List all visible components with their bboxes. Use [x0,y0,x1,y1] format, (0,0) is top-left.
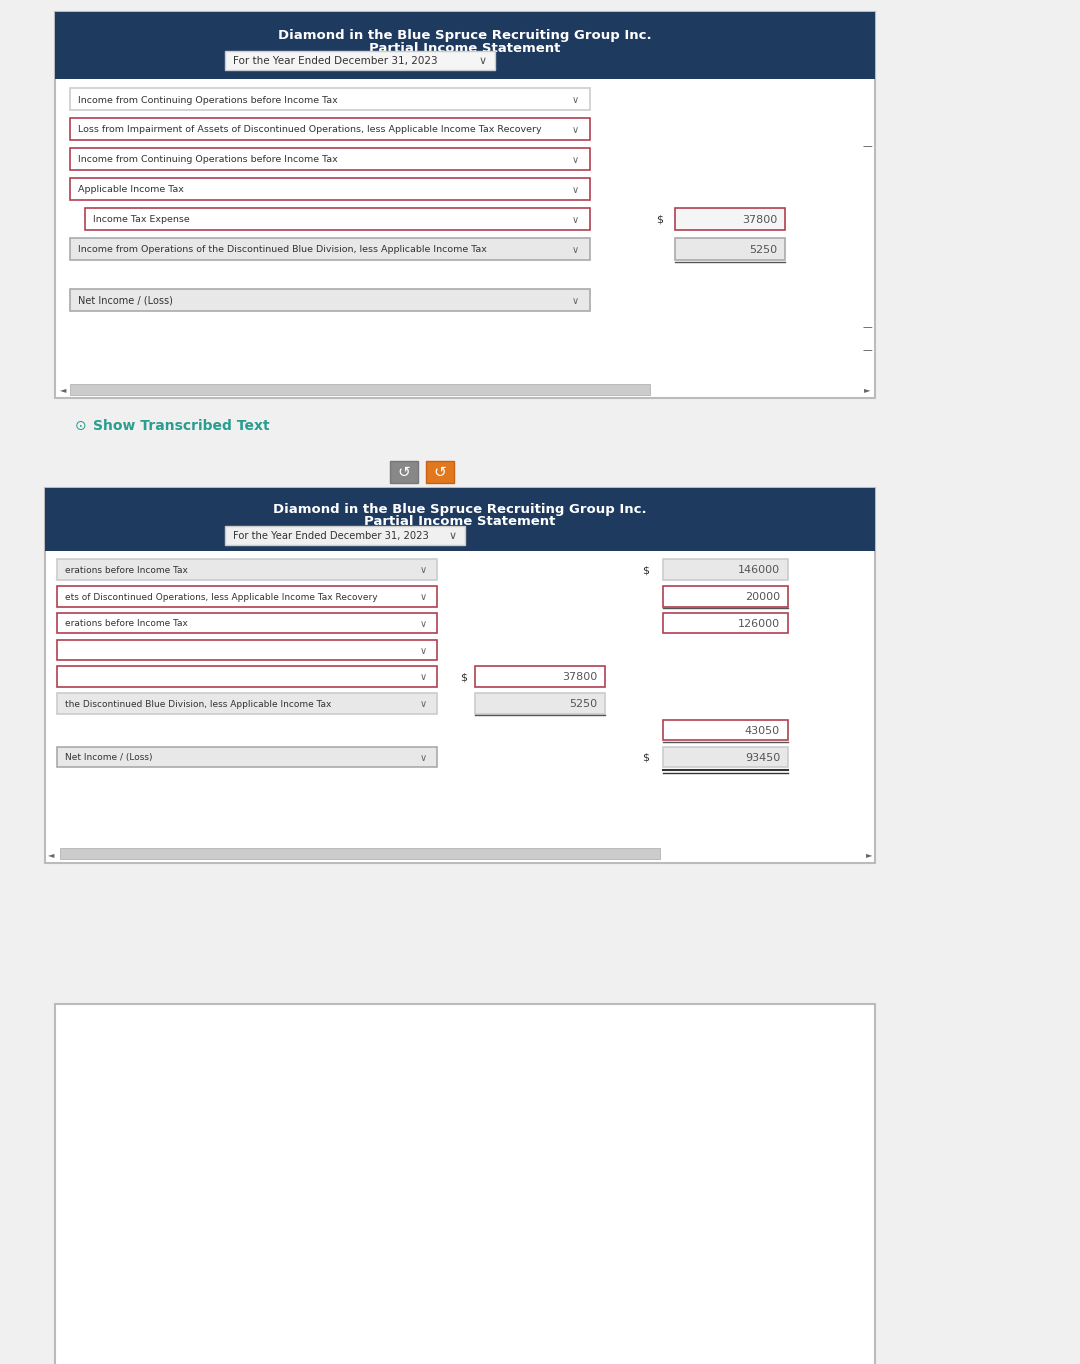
FancyBboxPatch shape [426,461,454,483]
FancyBboxPatch shape [55,12,875,79]
Text: ∨: ∨ [571,125,579,135]
Text: Diamond in the Blue Spruce Recruiting Group Inc.: Diamond in the Blue Spruce Recruiting Gr… [279,29,652,42]
FancyBboxPatch shape [70,289,590,311]
Text: Partial Income Statement: Partial Income Statement [364,516,556,528]
FancyBboxPatch shape [70,179,590,201]
Text: ►: ► [864,386,870,394]
Text: For the Year Ended December 31, 2023: For the Year Ended December 31, 2023 [233,56,437,67]
FancyBboxPatch shape [57,559,437,580]
Text: ◄: ◄ [59,386,66,394]
Text: $: $ [656,214,663,225]
FancyBboxPatch shape [85,207,590,231]
FancyBboxPatch shape [55,1004,875,1364]
Text: $: $ [460,672,467,682]
Text: For the Year Ended December 31, 2023: For the Year Ended December 31, 2023 [233,532,429,542]
Text: ↺: ↺ [434,465,446,480]
Text: ∨: ∨ [419,672,427,682]
FancyBboxPatch shape [70,383,650,394]
Text: —: — [862,140,872,151]
FancyBboxPatch shape [225,52,495,70]
Text: Income from Operations of the Discontinued Blue Division, less Applicable Income: Income from Operations of the Discontinu… [78,246,487,254]
FancyBboxPatch shape [55,12,875,398]
FancyBboxPatch shape [663,587,788,607]
FancyBboxPatch shape [390,461,418,483]
Text: —: — [862,322,872,331]
FancyBboxPatch shape [45,488,875,862]
Text: $: $ [642,753,649,762]
Text: Show Transcribed Text: Show Transcribed Text [93,419,270,434]
Text: Diamond in the Blue Spruce Recruiting Group Inc.: Diamond in the Blue Spruce Recruiting Gr… [273,502,647,516]
FancyBboxPatch shape [57,587,437,607]
Text: ∨: ∨ [571,95,579,105]
Text: ∨: ∨ [419,753,427,762]
FancyBboxPatch shape [70,149,590,170]
FancyBboxPatch shape [57,746,437,768]
Text: erations before Income Tax: erations before Income Tax [65,619,188,629]
Text: the Discontinued Blue Division, less Applicable Income Tax: the Discontinued Blue Division, less App… [65,700,332,709]
Text: ↺: ↺ [397,465,410,480]
Text: ∨: ∨ [478,56,487,67]
FancyBboxPatch shape [663,720,788,741]
Text: ∨: ∨ [571,296,579,306]
Text: $: $ [642,565,649,576]
Text: Net Income / (Loss): Net Income / (Loss) [65,753,152,762]
Text: Loss from Impairment of Assets of Discontinued Operations, less Applicable Incom: Loss from Impairment of Assets of Discon… [78,125,542,135]
FancyBboxPatch shape [475,693,605,713]
Text: ⊙: ⊙ [75,419,86,434]
Text: ∨: ∨ [419,565,427,576]
Text: 20000: 20000 [745,592,780,602]
Text: ∨: ∨ [419,700,427,709]
FancyBboxPatch shape [45,488,875,551]
FancyBboxPatch shape [663,559,788,580]
Text: 5250: 5250 [569,700,597,709]
Text: Income from Continuing Operations before Income Tax: Income from Continuing Operations before… [78,95,338,105]
Text: ◄: ◄ [48,850,54,859]
Text: ∨: ∨ [571,186,579,195]
FancyBboxPatch shape [57,612,437,633]
Text: 43050: 43050 [745,726,780,737]
Text: 126000: 126000 [738,619,780,629]
Text: 146000: 146000 [738,565,780,576]
Text: —: — [862,345,872,356]
Text: 37800: 37800 [562,672,597,682]
FancyBboxPatch shape [225,527,465,546]
FancyBboxPatch shape [57,693,437,713]
Text: ets of Discontinued Operations, less Applicable Income Tax Recovery: ets of Discontinued Operations, less App… [65,592,378,602]
Text: ∨: ∨ [571,244,579,255]
FancyBboxPatch shape [60,848,660,859]
FancyBboxPatch shape [675,237,785,261]
Text: 5250: 5250 [748,244,777,255]
Text: Income from Continuing Operations before Income Tax: Income from Continuing Operations before… [78,155,338,165]
Text: Net Income / (Loss): Net Income / (Loss) [78,296,173,306]
Text: Applicable Income Tax: Applicable Income Tax [78,186,184,194]
FancyBboxPatch shape [70,89,590,110]
Text: Partial Income Statement: Partial Income Statement [369,42,561,55]
Text: ∨: ∨ [571,155,579,165]
FancyBboxPatch shape [57,667,437,687]
Text: erations before Income Tax: erations before Income Tax [65,566,188,574]
Text: 37800: 37800 [742,214,777,225]
FancyBboxPatch shape [663,612,788,633]
FancyBboxPatch shape [663,746,788,768]
FancyBboxPatch shape [70,237,590,261]
Text: ∨: ∨ [571,214,579,225]
Text: ∨: ∨ [419,645,427,656]
Text: 93450: 93450 [745,753,780,762]
FancyBboxPatch shape [70,119,590,140]
Text: ∨: ∨ [419,619,427,629]
Text: ∨: ∨ [419,592,427,602]
Text: ►: ► [866,850,873,859]
FancyBboxPatch shape [675,207,785,231]
Text: Income Tax Expense: Income Tax Expense [93,216,190,224]
FancyBboxPatch shape [57,640,437,660]
Text: ∨: ∨ [449,532,457,542]
FancyBboxPatch shape [475,667,605,687]
